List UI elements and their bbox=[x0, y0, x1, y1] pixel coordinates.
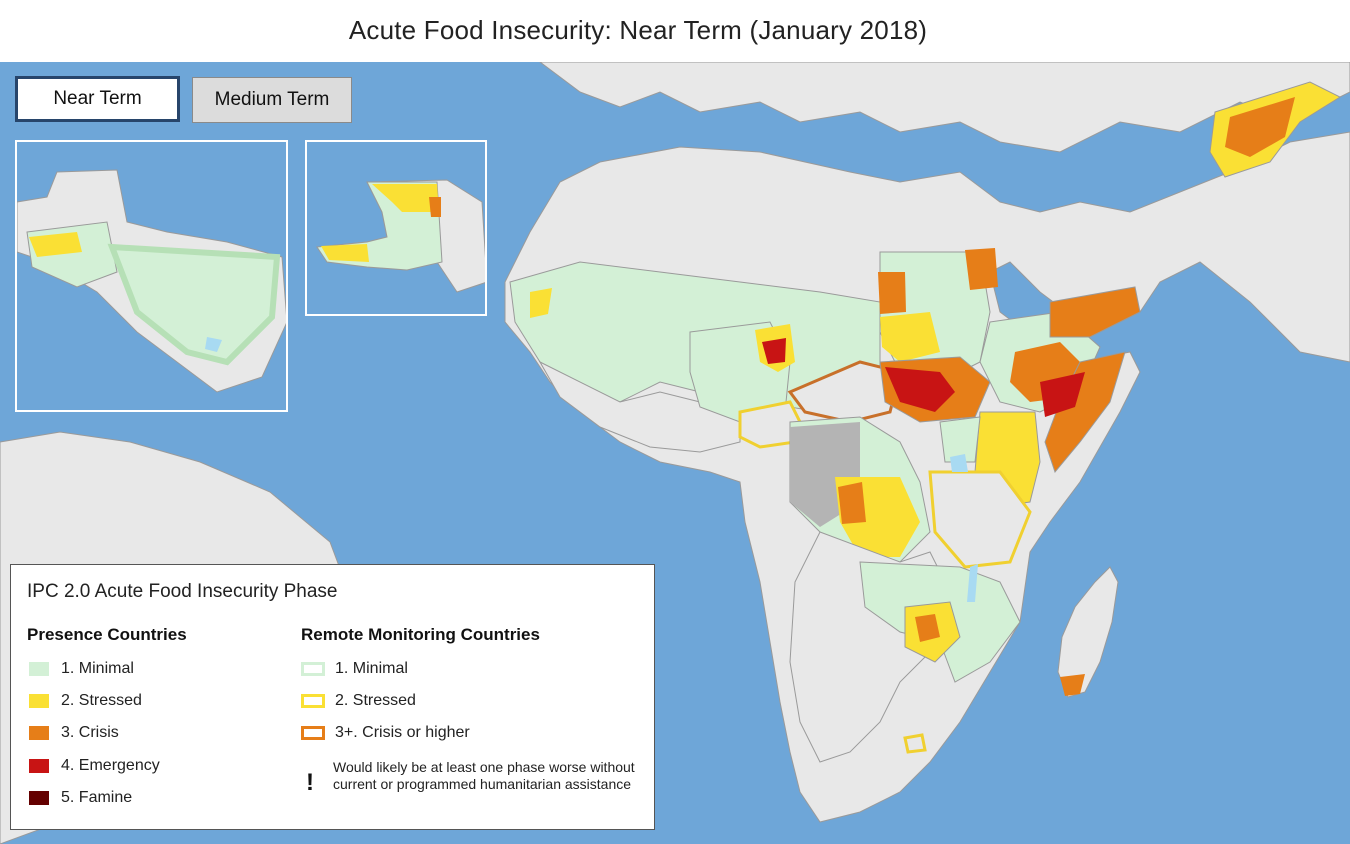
central-america-inset bbox=[15, 140, 288, 412]
legend-remote-crisis-label: 3+. Crisis or higher bbox=[335, 724, 470, 741]
remote-swatch-minimal bbox=[301, 662, 325, 676]
legend-presence-emergency: 4. Emergency bbox=[29, 756, 160, 776]
haiti-crisis bbox=[429, 197, 441, 217]
uganda bbox=[939, 416, 981, 463]
madagascar bbox=[1057, 566, 1119, 698]
lake-malawi bbox=[967, 564, 978, 602]
lesotho-remote bbox=[903, 733, 927, 754]
legend-presence-heading: Presence Countries bbox=[27, 625, 187, 644]
assistance-note: Would likely be at least one phase worse… bbox=[333, 759, 635, 792]
legend-presence-stressed-label: 2. Stressed bbox=[61, 692, 142, 709]
afghanistan-crisis bbox=[1225, 97, 1295, 157]
legend-presence-minimal-label: 1. Minimal bbox=[61, 660, 134, 677]
legend-remote-heading: Remote Monitoring Countries bbox=[301, 625, 540, 644]
central-america-inset-svg bbox=[17, 142, 286, 410]
legend-presence-minimal: 1. Minimal bbox=[29, 659, 134, 679]
legend-remote-stressed-label: 2. Stressed bbox=[335, 692, 416, 709]
lake-victoria bbox=[950, 454, 968, 472]
legend-remote-minimal-label: 1. Minimal bbox=[335, 660, 408, 677]
tab-medium-term[interactable]: Medium Term bbox=[192, 77, 352, 123]
legend-remote-minimal: 1. Minimal bbox=[301, 659, 408, 679]
legend-remote-crisis: 3+. Crisis or higher bbox=[301, 723, 470, 743]
west-africa-coast bbox=[538, 360, 741, 453]
legend-remote-stressed: 2. Stressed bbox=[301, 691, 416, 711]
legend-presence-crisis-label: 3. Crisis bbox=[61, 724, 119, 741]
tab-near-term[interactable]: Near Term bbox=[15, 76, 180, 122]
legend-presence-famine: 5. Famine bbox=[29, 788, 132, 808]
map-legend: IPC 2.0 Acute Food Insecurity Phase Pres… bbox=[10, 564, 655, 830]
madagascar-south-crisis bbox=[1060, 674, 1085, 696]
swatch-emergency bbox=[29, 759, 49, 773]
guatemala-stressed bbox=[29, 232, 82, 257]
lake-nicaragua bbox=[205, 337, 222, 352]
assistance-exclamation-icon: ! bbox=[306, 769, 314, 796]
sudan-south-stressed bbox=[880, 312, 940, 362]
haiti-inset bbox=[305, 140, 487, 316]
remote-swatch-crisis bbox=[301, 726, 325, 740]
legend-presence-famine-label: 5. Famine bbox=[61, 789, 133, 806]
honduras-nicaragua-remote bbox=[107, 243, 281, 366]
mauritania-stressed bbox=[530, 288, 552, 318]
car-remote bbox=[787, 360, 902, 424]
legend-presence-emergency-label: 4. Emergency bbox=[61, 757, 160, 774]
swatch-stressed bbox=[29, 694, 49, 708]
yemen-crisis bbox=[1049, 286, 1141, 338]
tanzania-remote bbox=[928, 470, 1032, 569]
legend-presence-crisis: 3. Crisis bbox=[29, 723, 119, 743]
south-sudan-emergency bbox=[885, 367, 955, 412]
nigeria-borno-emergency bbox=[762, 338, 786, 364]
legend-title: IPC 2.0 Acute Food Insecurity Phase bbox=[27, 581, 338, 602]
haiti-north-stressed bbox=[372, 184, 439, 212]
haiti-south-stressed bbox=[321, 244, 369, 262]
swatch-minimal bbox=[29, 662, 49, 676]
sudan-east-crisis bbox=[965, 248, 998, 290]
map-title: Acute Food Insecurity: Near Term (Januar… bbox=[348, 14, 928, 45]
zimbabwe-crisis bbox=[915, 614, 940, 642]
remote-swatch-stressed bbox=[301, 694, 325, 708]
legend-presence-stressed: 2. Stressed bbox=[29, 691, 142, 711]
drc-kasai-crisis bbox=[838, 482, 866, 524]
darfur-crisis bbox=[878, 272, 906, 314]
swatch-famine bbox=[29, 791, 49, 805]
somalia-emergency bbox=[1040, 372, 1085, 417]
swatch-crisis bbox=[29, 726, 49, 740]
haiti-inset-svg bbox=[307, 142, 485, 314]
